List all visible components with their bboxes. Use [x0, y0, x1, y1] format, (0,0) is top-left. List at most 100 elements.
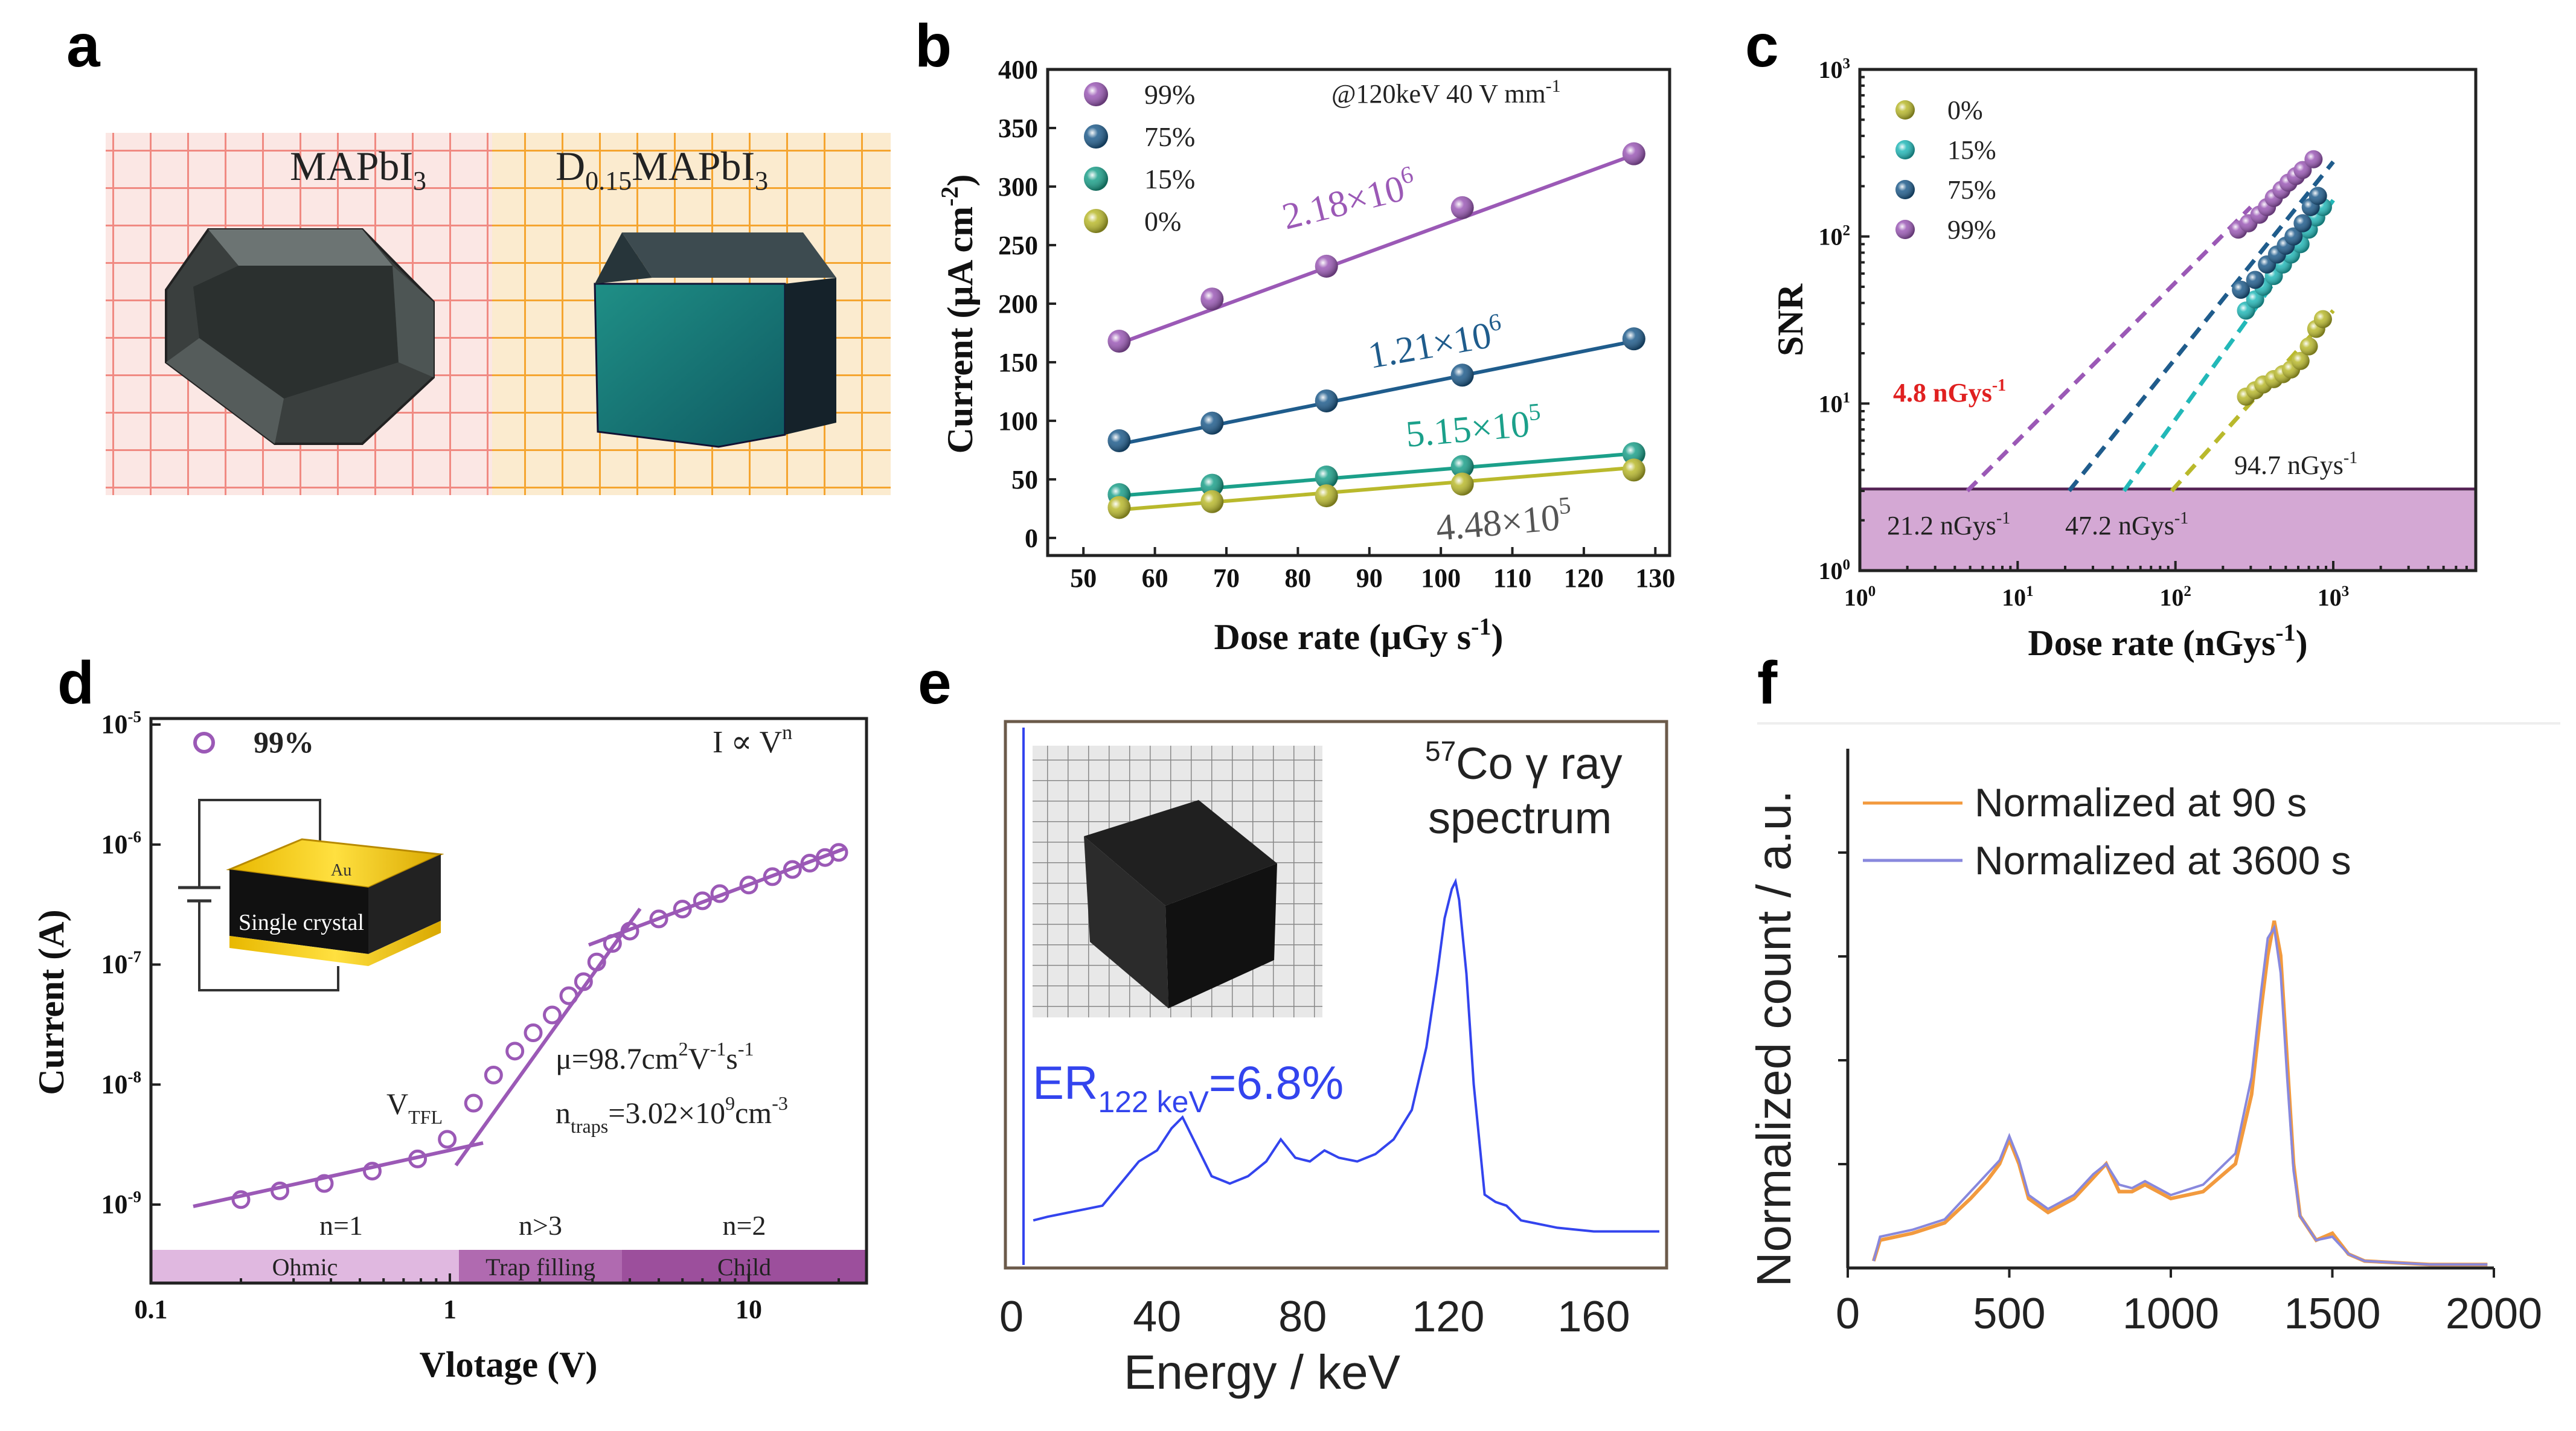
b-ytick-label: 50 [1011, 465, 1038, 495]
b-point-15% [1450, 455, 1474, 478]
d-ytick-label: 10-5 [101, 708, 142, 739]
d-point [620, 921, 639, 941]
panel-f-label: f [1757, 649, 1778, 717]
b-point-75%-shine [1315, 389, 1338, 412]
c-ytick-label: 101 [1819, 389, 1851, 417]
panel-c-label: c [1745, 12, 1779, 80]
panel-c: c 100 101 102 103 100 101 102 103 0% 15% 75% 99% 4… [1745, 12, 2478, 663]
b-xtick-label: 70 [1213, 563, 1240, 593]
b-plot-frame [1046, 68, 1671, 557]
e-spectrum-line [1033, 877, 1659, 1233]
b-point-15% [1622, 442, 1645, 466]
doped-caption: D0.15MAPbI3 [556, 143, 768, 196]
d-regions: Ohmic n=1 Trap filling n>3 Child n=2 [151, 1210, 867, 1283]
d-region-name: Trap filling [485, 1253, 595, 1281]
c-xtick-label: 100 [1844, 583, 1876, 611]
b-legend-marker-0%-shine [1084, 209, 1108, 233]
e-energy-resolution: ER122 keV=6.8% [1033, 1056, 1344, 1119]
d-point [542, 1005, 562, 1025]
f-legend-90s: Normalized at 90 s [1975, 780, 2307, 825]
b-xtick-label: 60 [1142, 563, 1168, 593]
b-point-0%-shine [1200, 490, 1224, 513]
panel-f: f 0 500 1000 1500 2000 Normalized at 90 s No… [1747, 649, 2560, 1338]
d-inset-au-label: Au [331, 861, 351, 880]
b-point-15%-shine [1200, 473, 1224, 497]
c-point-75% [2284, 227, 2303, 246]
d-region-Child [622, 1250, 867, 1283]
d-point [649, 909, 668, 929]
b-xtick-label: 100 [1421, 563, 1461, 593]
b-legend-marker-0% [1084, 209, 1108, 233]
b-legend-marker-75%-shine [1084, 124, 1108, 149]
b-ytick-label: 150 [998, 348, 1038, 377]
b-point-99% [1200, 287, 1224, 311]
e-ticks: 0 40 80 120 160 [999, 1293, 1630, 1341]
d-point [587, 952, 606, 972]
b-point-99%-shine [1107, 330, 1131, 353]
c-point-75% [2246, 271, 2264, 289]
e-xtick-label: 40 [1133, 1293, 1181, 1341]
d-plot-frame [149, 717, 868, 1285]
panel-a: a MAPbI3 D0.15MAPbI3 [66, 12, 891, 495]
b-legend-marker-99% [1084, 82, 1108, 106]
c-point-0% [2313, 310, 2332, 328]
d-point [524, 1023, 543, 1043]
doped-crystal-image [594, 232, 836, 448]
d-region-Ohmic [151, 1250, 459, 1283]
c-ytick-label: 103 [1819, 56, 1851, 83]
d-point [574, 972, 593, 991]
e-xtick-label: 80 [1278, 1293, 1327, 1341]
b-ytick-label: 100 [998, 406, 1038, 436]
panel-e-label: e [918, 649, 952, 717]
panel-a-label: a [66, 12, 101, 80]
c-point-75%-shine [2232, 280, 2251, 299]
c-point-75% [2232, 280, 2251, 299]
c-fit-lines [1966, 160, 2335, 493]
d-power-law: I ∝ Vn [713, 722, 792, 760]
b-slope-99: 2.18×106 [1277, 160, 1420, 237]
b-point-75%-shine [1107, 429, 1131, 452]
b-ytick-label: 250 [998, 231, 1038, 260]
c-point-75%-shine [2308, 187, 2327, 205]
f-xtick-label: 500 [1973, 1290, 2045, 1338]
c-legend-label-75%: 75% [1947, 175, 1996, 205]
f-xtick-label: 2000 [2446, 1290, 2542, 1338]
b-slope-75: 1.21×106 [1364, 308, 1506, 377]
c-xtick-label: 101 [2002, 583, 2034, 611]
d-vtfl-label: VTFL [386, 1087, 443, 1128]
d-region-Trap filling [459, 1250, 622, 1283]
d-point [315, 1174, 334, 1193]
b-point-0% [1200, 490, 1224, 513]
b-point-99% [1107, 330, 1131, 353]
d-xlabel: Vlotage (V) [420, 1345, 598, 1385]
c-ticks: 100 101 102 103 100 101 102 103 [1819, 56, 2468, 611]
b-point-75% [1107, 429, 1131, 452]
c-legend-marker-75%-shine [1895, 180, 1915, 199]
d-mobility: μ=98.7cm2V-1s-1 [556, 1038, 754, 1075]
f-ticks: 0 500 1000 1500 2000 [1836, 851, 2542, 1338]
c-legend-marker-0%-shine [1895, 100, 1915, 120]
b-xtick-label: 80 [1284, 563, 1311, 593]
b-xtick-label: 90 [1356, 563, 1383, 593]
b-point-0% [1107, 496, 1131, 519]
c-point-0%-shine [2291, 351, 2310, 370]
d-point [484, 1066, 503, 1085]
f-xtick-label: 0 [1836, 1290, 1860, 1338]
c-point-75%-shine [2284, 227, 2303, 246]
c-legend-marker-99% [1895, 220, 1915, 239]
c-fit-15% [2122, 199, 2335, 493]
b-point-75% [1622, 327, 1645, 351]
e-title-line2: spectrum [1428, 793, 1612, 843]
d-point [603, 934, 622, 953]
b-legend: 99% 75% 15% 0% [1084, 79, 1195, 237]
c-point-75%-shine [2246, 271, 2264, 289]
c-point-0%-shine [2313, 310, 2332, 328]
e-xlabel: Energy / keV [1124, 1345, 1401, 1399]
c-ytick-label: 100 [1819, 557, 1851, 584]
b-point-15%-shine [1622, 442, 1645, 466]
b-slope-15: 5.15×105 [1404, 398, 1543, 455]
d-ticks: 0.1 1 10 10-9 10-8 10-7 10-6 10-5 [101, 708, 841, 1324]
c-legend-marker-15% [1895, 140, 1915, 159]
c-legend-label-99%: 99% [1947, 215, 1996, 245]
b-point-99%-shine [1200, 287, 1224, 311]
